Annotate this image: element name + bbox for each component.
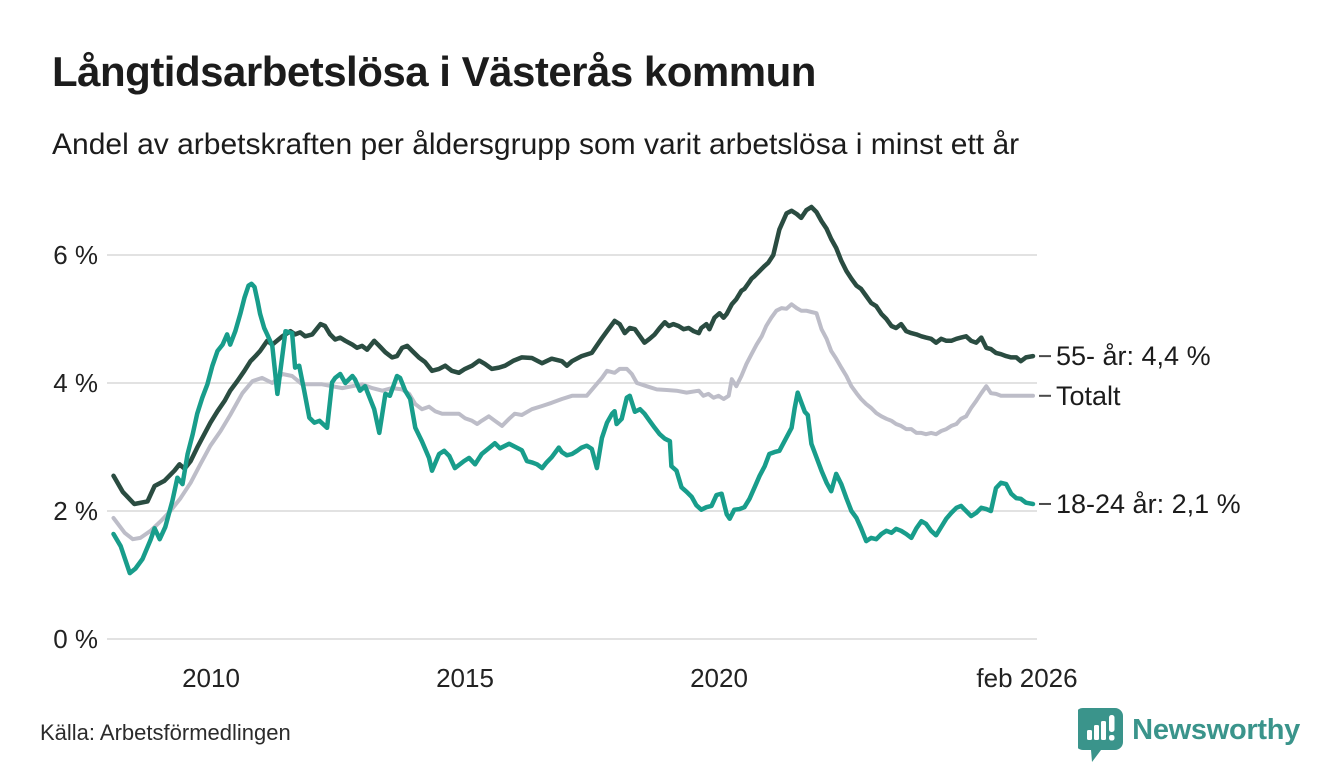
series-line-18-24-r — [111, 281, 1036, 576]
page-title: Långtidsarbetslösa i Västerås kommun — [52, 48, 816, 95]
y-tick-label: 2 % — [53, 496, 98, 526]
series-end-label: 18-24 år: 2,1 % — [1056, 488, 1241, 519]
logo-bar-3 — [1101, 721, 1107, 740]
logo-exclamation-dot — [1109, 735, 1115, 741]
y-tick-label: 4 % — [53, 368, 98, 398]
newsworthy-logo-icon — [1078, 708, 1124, 762]
series-end-label: Totalt — [1056, 380, 1121, 411]
x-tick-label: 2010 — [182, 663, 240, 693]
logo-bar-1 — [1087, 730, 1093, 740]
x-tick-label: 2020 — [690, 663, 748, 693]
source-note: Källa: Arbetsförmedlingen — [40, 720, 291, 745]
series-line-55-r — [111, 204, 1036, 507]
x-tick-label: 2015 — [436, 663, 494, 693]
newsworthy-wordmark: Newsworthy — [1132, 714, 1300, 746]
chart-subtitle: Andel av arbetskraften per åldersgrupp s… — [52, 128, 1020, 161]
logo-bubble — [1078, 708, 1124, 762]
logo-exclamation-stem — [1109, 715, 1115, 732]
series-line-totalt — [111, 302, 1035, 542]
series-end-label: 55- år: 4,4 % — [1056, 341, 1211, 372]
y-tick-label: 0 % — [53, 624, 98, 654]
x-tick-label: feb 2026 — [976, 663, 1078, 693]
y-tick-label: 6 % — [53, 240, 98, 270]
newsworthy-branding: Newsworthy — [1078, 708, 1300, 766]
logo-bar-2 — [1094, 725, 1100, 740]
